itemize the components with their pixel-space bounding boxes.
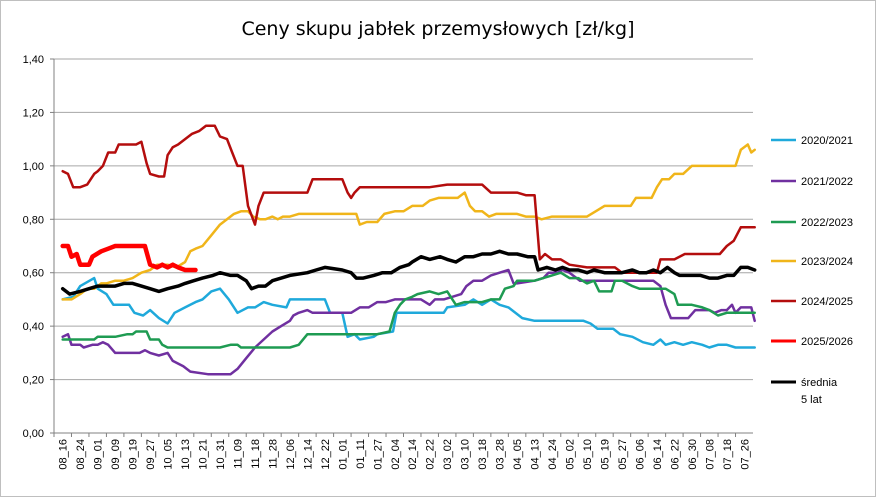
x-tick-label: 08_16 <box>58 439 70 470</box>
x-tick-label: 09_01 <box>93 439 105 470</box>
x-tick-label: 05_27 <box>617 439 629 470</box>
x-tick-label: 06_30 <box>687 439 699 470</box>
x-tick-label: 10_21 <box>198 439 210 470</box>
x-tick-label: 12_14 <box>302 439 314 470</box>
x-tick-label: 05_19 <box>599 439 611 470</box>
x-tick-label: 01_11 <box>355 439 367 469</box>
x-tick-label: 08_24 <box>75 439 87 470</box>
legend-label: 2024/2025 <box>801 296 853 308</box>
y-tick-label: 0,60 <box>23 268 44 280</box>
x-tick-label: 09_19 <box>128 439 140 470</box>
x-tick-label: 11_18 <box>250 439 262 469</box>
y-tick-label: 1,00 <box>23 161 44 173</box>
x-tick-label: 10_05 <box>163 439 175 470</box>
x-tick-label: 09_09 <box>110 439 122 470</box>
series-lines <box>60 124 757 376</box>
x-tick-label: 03_10 <box>460 439 472 470</box>
x-tick-label: 01_01 <box>337 439 349 470</box>
legend-label: 2025/2026 <box>801 336 853 348</box>
x-tick-label: 02_14 <box>407 439 419 470</box>
series-line <box>61 124 756 274</box>
y-tick-label: 1,20 <box>23 107 44 119</box>
legend-label: 2020/2021 <box>801 135 853 147</box>
x-axis-ticks: 08_16 08_24 09_01 09_09 09_19 09_27 10_05 10_13… <box>53 433 751 470</box>
x-tick-label: 07_08 <box>704 439 716 470</box>
x-tick-label: 07_18 <box>722 439 734 470</box>
legend: 2020/2021 2021/2022 2022/2023 2023/2024 2024… <box>771 135 853 406</box>
y-tick-label: 0,00 <box>23 428 44 440</box>
series-line <box>61 271 756 349</box>
x-tick-label: 03_28 <box>495 439 507 470</box>
x-tick-label: 01_27 <box>372 439 384 470</box>
x-tick-label: 05_10 <box>582 439 594 470</box>
legend-label: 2023/2024 <box>801 256 853 268</box>
series-line <box>60 243 198 273</box>
y-tick-label: 0,40 <box>23 321 44 333</box>
legend-label: 5 lat <box>801 394 822 406</box>
x-tick-label: 04_13 <box>530 439 542 470</box>
x-tick-label: 07_26 <box>739 439 751 470</box>
x-tick-label: 05_02 <box>565 439 577 470</box>
x-tick-label: 06_22 <box>669 439 681 470</box>
x-tick-label: 02_22 <box>425 439 437 470</box>
legend-label: 2022/2023 <box>801 217 853 229</box>
y-axis-ticks: 0,00 0,20 0,40 0,60 0,80 1,00 1,20 1,40 <box>23 54 54 440</box>
x-tick-label: 11_28 <box>267 439 279 469</box>
chart-title: Ceny skupu jabłek przemysłowych [zł/kg] <box>241 18 634 40</box>
legend-label: 2021/2022 <box>801 176 853 188</box>
x-tick-label: 06_14 <box>652 439 664 470</box>
x-tick-label: 02_04 <box>390 439 402 470</box>
x-tick-label: 06_06 <box>634 439 646 470</box>
y-tick-label: 0,20 <box>23 375 44 387</box>
x-tick-label: 11_09 <box>232 439 244 469</box>
x-tick-label: 04_05 <box>512 439 524 470</box>
x-tick-label: 03_02 <box>442 439 454 470</box>
x-tick-label: 09_27 <box>145 439 157 470</box>
legend-label: średnia <box>801 377 838 389</box>
x-tick-label: 03_18 <box>477 439 489 470</box>
series-line <box>60 249 757 296</box>
y-tick-label: 0,80 <box>23 214 44 226</box>
y-tick-label: 1,40 <box>23 54 44 66</box>
axes <box>53 59 753 434</box>
x-tick-label: 12_22 <box>320 439 332 470</box>
x-tick-label: 10_31 <box>215 439 227 470</box>
x-tick-label: 12_06 <box>285 439 297 470</box>
gridlines <box>54 58 753 381</box>
x-tick-label: 04_24 <box>547 439 559 470</box>
x-tick-label: 10_13 <box>180 439 192 470</box>
series-line <box>61 268 756 376</box>
